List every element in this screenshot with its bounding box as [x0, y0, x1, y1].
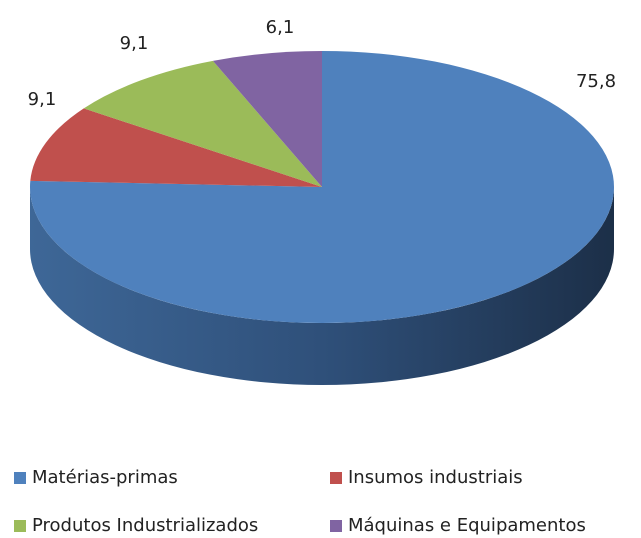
- legend: Matérias-primas Insumos industriais Produt…: [14, 467, 586, 536]
- slice-side: [30, 187, 614, 385]
- data-label: 9,1: [120, 33, 149, 54]
- legend-label: Máquinas e Equipamentos: [348, 515, 586, 536]
- legend-label: Insumos industriais: [348, 467, 523, 488]
- legend-swatch: [330, 520, 342, 532]
- pie: 75,8 9,1 9,1 6,1: [28, 17, 616, 385]
- data-label: 9,1: [28, 89, 57, 110]
- slice: [30, 108, 322, 187]
- data-label: 75,8: [576, 71, 616, 92]
- slice: [83, 60, 323, 188]
- legend-swatch: [330, 472, 342, 484]
- legend-label: Produtos Industrializados: [32, 515, 258, 536]
- data-label: 6,1: [266, 17, 295, 38]
- legend-swatch: [14, 520, 26, 532]
- legend-label: Matérias-primas: [32, 467, 178, 488]
- legend-swatch: [14, 472, 26, 484]
- slice: [212, 51, 322, 187]
